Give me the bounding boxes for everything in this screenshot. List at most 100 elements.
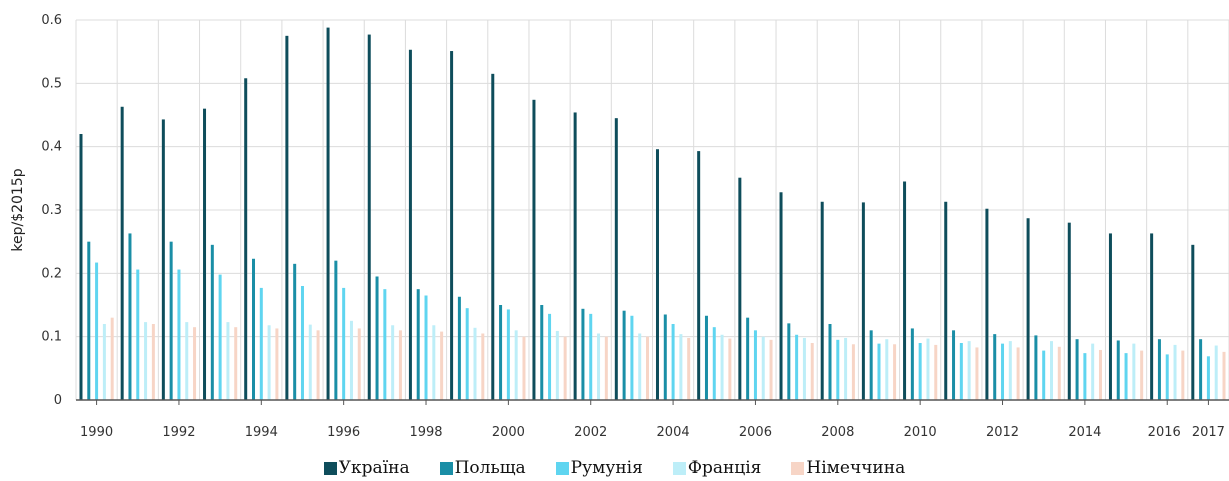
bar	[985, 208, 989, 400]
bar	[697, 151, 701, 400]
bar	[1016, 347, 1020, 400]
bar	[375, 276, 379, 400]
x-tick-label: 2004	[657, 425, 690, 440]
bar	[604, 336, 608, 400]
bar	[1222, 351, 1226, 400]
bar	[252, 258, 256, 400]
bar	[1181, 350, 1185, 400]
bar	[285, 35, 289, 400]
bar	[473, 327, 477, 400]
bar	[704, 315, 708, 400]
y-tick-label: 0.6	[41, 13, 62, 28]
bar	[316, 330, 320, 400]
bar	[234, 327, 238, 400]
x-tick-label: 2017	[1192, 425, 1225, 440]
bar	[638, 333, 642, 400]
bars	[79, 27, 1226, 401]
bar	[1214, 345, 1218, 400]
bar	[959, 343, 963, 400]
bar	[918, 343, 922, 400]
bar	[1008, 341, 1012, 400]
bar	[1165, 354, 1169, 400]
bar	[548, 313, 552, 400]
legend-item[interactable]: Румунія	[555, 458, 643, 478]
bar	[357, 328, 361, 400]
bar	[663, 314, 667, 400]
bar	[349, 320, 353, 400]
bar	[903, 181, 907, 400]
legend-label: Україна	[338, 458, 410, 478]
bar	[326, 27, 330, 400]
bar	[367, 34, 371, 401]
bar	[934, 344, 938, 400]
bar	[573, 112, 577, 400]
bar	[1083, 353, 1087, 400]
bar	[95, 262, 99, 400]
bar	[679, 334, 683, 400]
bar	[869, 330, 873, 400]
bar	[1091, 343, 1095, 400]
legend-item[interactable]: Польща	[439, 458, 526, 478]
bar	[1057, 346, 1061, 400]
bar	[79, 134, 83, 400]
x-tick-label: 2008	[821, 425, 854, 440]
bar	[630, 315, 634, 400]
bar	[975, 347, 979, 400]
bar	[671, 324, 675, 400]
bar	[1034, 335, 1038, 400]
legend-label: Франція	[687, 458, 762, 478]
bar	[655, 149, 659, 400]
bar	[342, 287, 346, 400]
legend-item[interactable]: Німеччина	[791, 458, 905, 478]
bar	[267, 325, 271, 400]
y-tick-label: 0.1	[41, 330, 62, 345]
bar	[450, 51, 454, 401]
bar	[136, 269, 140, 400]
bar	[614, 118, 618, 401]
bar	[522, 336, 526, 400]
x-tick-label: 2012	[986, 425, 1019, 440]
bar	[1157, 339, 1161, 400]
bar	[844, 337, 848, 400]
bar	[769, 339, 773, 400]
y-tick-label: 0.4	[41, 140, 62, 155]
bar	[481, 333, 485, 400]
bar	[499, 305, 503, 400]
bar	[110, 317, 114, 400]
bar	[555, 330, 559, 400]
bar	[597, 333, 601, 400]
bar-chart: 0 0.1 0.2 0.3 0.4 0.5 0.6 1990 1992 1994 1996 1998 2…	[10, 13, 1229, 440]
bar	[540, 305, 544, 400]
bar	[787, 323, 791, 400]
x-tick-label: 1990	[80, 425, 113, 440]
bar	[1132, 343, 1136, 400]
legend-item[interactable]: Україна	[323, 458, 410, 478]
bar	[910, 328, 914, 400]
bar	[1124, 353, 1128, 400]
x-tick-label: 2016	[1148, 425, 1181, 440]
x-tick-label: 2014	[1068, 425, 1101, 440]
bar	[1067, 222, 1071, 400]
bar	[1140, 350, 1144, 400]
bar	[893, 344, 897, 400]
legend-swatch	[791, 461, 805, 475]
bar	[1049, 341, 1053, 400]
bar	[1098, 349, 1102, 400]
bar	[334, 260, 338, 400]
legend: Україна Польща Румунія Франція Німеччина	[0, 456, 1229, 480]
bar	[720, 334, 724, 400]
x-tick-label: 2006	[739, 425, 772, 440]
bar	[1116, 340, 1120, 400]
bar	[210, 244, 214, 400]
x-tick-label: 1994	[245, 425, 278, 440]
bar	[87, 241, 91, 400]
grid-lines	[75, 19, 1229, 400]
bar	[753, 330, 757, 400]
bar	[128, 233, 132, 400]
bar	[1026, 218, 1030, 400]
y-tick-label: 0	[54, 393, 62, 408]
bar	[802, 337, 806, 400]
bar	[1042, 350, 1046, 400]
legend-item[interactable]: Франція	[672, 458, 762, 478]
bar	[712, 327, 716, 400]
